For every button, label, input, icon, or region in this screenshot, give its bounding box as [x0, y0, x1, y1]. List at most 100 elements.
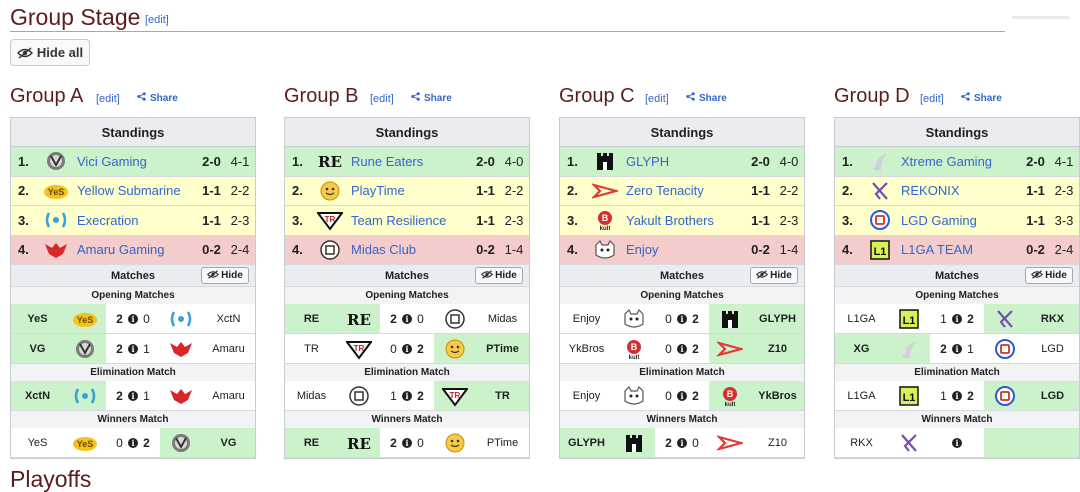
- team-link[interactable]: Zero Tenacity: [626, 183, 704, 199]
- team-1-name[interactable]: YeS: [27, 436, 48, 449]
- match-row[interactable]: L1GA L1 1 i 2 RKX: [835, 304, 1079, 334]
- team-2-name[interactable]: Amaru: [212, 389, 245, 402]
- match-row[interactable]: YeS YeS 2 i 0 XctN: [11, 304, 255, 334]
- team-2-name[interactable]: Z10: [768, 342, 787, 355]
- team-1-name[interactable]: Enjoy: [572, 312, 601, 325]
- share-link[interactable]: Share: [961, 92, 1002, 104]
- team-1-name[interactable]: Midas: [296, 389, 327, 402]
- team-resilience-logo: TR: [434, 385, 476, 407]
- team-2-name[interactable]: PTime: [486, 436, 519, 449]
- hide-matches-button[interactable]: Hide: [1025, 267, 1073, 284]
- team-link[interactable]: Team Resilience: [351, 212, 447, 228]
- team-1-name[interactable]: GLYPH: [568, 436, 605, 449]
- team-2-name[interactable]: LGD: [1041, 342, 1064, 355]
- match-info-icon[interactable]: i: [128, 343, 138, 354]
- team-link[interactable]: Yakult Brothers: [626, 212, 714, 228]
- group-edit-link[interactable]: [edit]: [96, 93, 120, 105]
- match-info-icon[interactable]: i: [402, 390, 412, 401]
- match-info-icon[interactable]: i: [128, 390, 138, 401]
- match-info-icon[interactable]: i: [677, 437, 687, 448]
- team-2-name[interactable]: TR: [495, 389, 510, 402]
- team-2-name[interactable]: LGD: [1040, 389, 1065, 402]
- match-row[interactable]: RE RE 2 i 0 PTime: [285, 428, 529, 458]
- hide-matches-button[interactable]: Hide: [201, 267, 249, 284]
- team-1-name[interactable]: YkBros: [568, 342, 605, 355]
- match-row[interactable]: L1GA L1 1 i 2 LGD: [835, 381, 1079, 411]
- team-1-name[interactable]: XG: [853, 342, 870, 355]
- team-2-name[interactable]: Amaru: [212, 342, 245, 355]
- team-1-name[interactable]: L1GA: [847, 389, 876, 402]
- team-link[interactable]: Execration: [77, 212, 139, 228]
- match-info-icon[interactable]: i: [677, 390, 687, 401]
- match-info-icon[interactable]: i: [128, 437, 138, 448]
- team-link[interactable]: Yellow Submarine: [77, 183, 181, 199]
- team-link[interactable]: PlayTime: [351, 183, 405, 199]
- team-link[interactable]: GLYPH: [626, 153, 670, 169]
- share-link[interactable]: Share: [137, 92, 178, 104]
- team-2-name[interactable]: Z10: [768, 436, 787, 449]
- matches-title: Matches: [934, 269, 980, 282]
- team-2-name[interactable]: YkBros: [758, 389, 797, 402]
- match-info-icon[interactable]: i: [677, 313, 687, 324]
- team-1-name[interactable]: TR: [304, 342, 319, 355]
- team-2-name[interactable]: PTime: [486, 342, 519, 355]
- team-1-name[interactable]: RKX: [850, 436, 873, 449]
- match-row[interactable]: XG 2 i 1 LGD: [835, 334, 1079, 364]
- hide-all-button[interactable]: Hide all: [10, 39, 90, 66]
- hide-matches-button[interactable]: Hide: [475, 267, 523, 284]
- match-row[interactable]: TR TR 0 i 2 PTime: [285, 334, 529, 364]
- group-edit-link[interactable]: [edit]: [370, 93, 394, 105]
- team-link[interactable]: Xtreme Gaming: [901, 153, 993, 169]
- team-2-name[interactable]: Midas: [487, 312, 518, 325]
- team-link[interactable]: LGD Gaming: [901, 212, 977, 228]
- match-info-icon[interactable]: i: [402, 343, 412, 354]
- team-2-name[interactable]: GLYPH: [759, 312, 796, 325]
- team-1-name[interactable]: VG: [29, 342, 46, 355]
- team-2-name[interactable]: VG: [220, 436, 237, 449]
- match-info-icon[interactable]: i: [952, 313, 962, 324]
- team-link[interactable]: L1GA TEAM: [901, 242, 974, 258]
- team-link[interactable]: REKONIX: [901, 183, 960, 199]
- match-row[interactable]: Enjoy 0 i 2 GLYPH: [560, 304, 804, 334]
- match-row[interactable]: RKX i: [835, 428, 1079, 458]
- match-info-icon[interactable]: i: [402, 437, 412, 448]
- group-edit-link[interactable]: [edit]: [920, 93, 944, 105]
- team-1-name[interactable]: Enjoy: [572, 389, 601, 402]
- page-edit-link[interactable]: [edit]: [145, 14, 169, 26]
- team-1-name[interactable]: L1GA: [847, 312, 876, 325]
- match-info-icon[interactable]: i: [952, 343, 962, 354]
- hide-label: Hide: [770, 270, 792, 281]
- match-info-icon[interactable]: i: [128, 313, 138, 324]
- team-link[interactable]: Enjoy: [626, 242, 659, 258]
- standings-row: 4. Midas Club 0-2 1-4: [285, 235, 529, 265]
- match-info-icon[interactable]: i: [952, 437, 962, 448]
- team-resilience-logo: TR: [309, 209, 351, 231]
- match-row[interactable]: VG 2 i 1 Amaru: [11, 334, 255, 364]
- match-row[interactable]: XctN 2 i 1 Amaru: [11, 381, 255, 411]
- team-1-name[interactable]: XctN: [24, 389, 51, 402]
- xtreme-gaming-logo: [888, 338, 930, 360]
- match-row[interactable]: YeS YeS 0 i 2 VG: [11, 428, 255, 458]
- group-edit-link[interactable]: [edit]: [645, 93, 669, 105]
- match-info-icon[interactable]: i: [677, 343, 687, 354]
- match-info-icon[interactable]: i: [952, 390, 962, 401]
- team-1-name[interactable]: RE: [303, 436, 320, 449]
- share-link[interactable]: Share: [411, 92, 452, 104]
- share-link[interactable]: Share: [686, 92, 727, 104]
- team-link[interactable]: Rune Eaters: [351, 153, 424, 169]
- team-link[interactable]: Midas Club: [351, 242, 417, 258]
- team-2-name[interactable]: RKX: [1040, 312, 1065, 325]
- team-2-name[interactable]: XctN: [216, 312, 241, 325]
- match-row[interactable]: GLYPH 2 i 0 Z10: [560, 428, 804, 458]
- team-link[interactable]: Vici Gaming: [77, 153, 147, 169]
- team-link[interactable]: Amaru Gaming: [77, 242, 165, 258]
- team-1-name[interactable]: YeS: [27, 312, 48, 325]
- team-1-name[interactable]: RE: [303, 312, 320, 325]
- match-row[interactable]: Midas 1 i 2 TR TR: [285, 381, 529, 411]
- match-row[interactable]: RE RE 2 i 0 Midas: [285, 304, 529, 334]
- hide-matches-button[interactable]: Hide: [750, 267, 798, 284]
- match-info-icon[interactable]: i: [402, 313, 412, 324]
